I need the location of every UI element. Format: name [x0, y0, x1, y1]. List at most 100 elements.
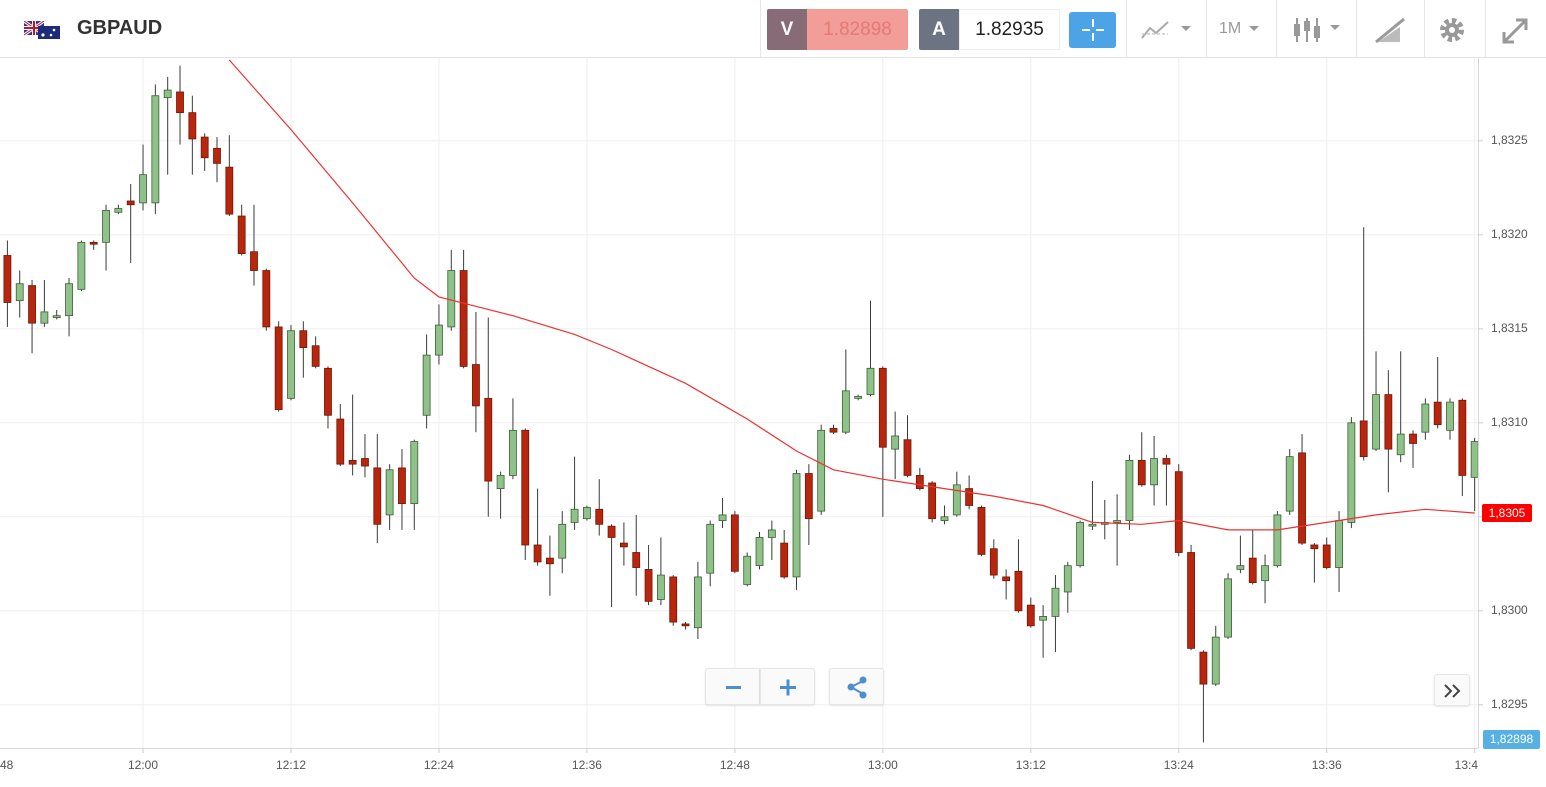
- x-tick-label: 12:48: [720, 758, 750, 772]
- candle-body: [878, 367, 887, 448]
- candle-body: [1076, 522, 1085, 567]
- buy-price[interactable]: 1.82935: [959, 9, 1060, 50]
- toolbar: GBPAUD V 1.82898 A 1.82935 1M: [0, 0, 1546, 58]
- candle-body: [126, 200, 135, 206]
- candle-body: [1273, 514, 1282, 567]
- candle-body: [496, 475, 505, 489]
- separator: [1424, 0, 1425, 58]
- candle-body: [1248, 557, 1257, 583]
- y-tick-label: 1,8295: [1491, 697, 1528, 711]
- candle-body: [1224, 578, 1232, 638]
- draw-tool-button[interactable]: [1374, 15, 1406, 45]
- crosshair-icon: [1081, 19, 1104, 41]
- candle-body: [1236, 565, 1245, 570]
- candle-body: [1063, 565, 1072, 593]
- zoom-in-button[interactable]: [760, 668, 815, 705]
- candle-body: [829, 428, 838, 433]
- candle-body: [1359, 420, 1368, 458]
- candle-body: [780, 542, 789, 578]
- candle-body: [730, 514, 739, 572]
- share-button[interactable]: [829, 668, 884, 705]
- candle-body: [915, 475, 924, 489]
- candle-body: [546, 557, 554, 565]
- candle-body: [706, 523, 715, 574]
- candle-body: [1409, 433, 1417, 444]
- flag-icon: [24, 21, 60, 39]
- x-tick-label: 48: [0, 758, 14, 772]
- candle-body: [718, 514, 727, 521]
- candle-body: [693, 576, 702, 629]
- settings-button[interactable]: [1438, 16, 1468, 46]
- x-tick-label: 12:00: [128, 758, 158, 772]
- buy-button[interactable]: A: [919, 9, 959, 50]
- moving-average-line: [228, 59, 1475, 531]
- chart-type-dropdown[interactable]: [1290, 15, 1346, 45]
- ma-price-tag: [1482, 504, 1532, 523]
- plot: [3, 59, 1478, 743]
- y-tick-label: 1,8315: [1491, 321, 1528, 335]
- candle-body: [15, 283, 24, 302]
- candle-body: [1174, 471, 1183, 553]
- separator: [1356, 0, 1357, 58]
- plus-icon: [780, 679, 796, 696]
- candle-body: [866, 367, 875, 396]
- crosshair-button[interactable]: [1069, 12, 1116, 48]
- candle-body: [274, 326, 283, 411]
- candle-body: [213, 147, 221, 164]
- candle-body: [361, 458, 369, 467]
- sell-button[interactable]: V: [767, 9, 807, 50]
- candle-body: [509, 429, 517, 476]
- separator: [1276, 0, 1277, 58]
- candle-body: [940, 516, 949, 521]
- y-tick-label: 1,8300: [1491, 603, 1528, 617]
- candle-body: [817, 429, 826, 512]
- minus-icon: [726, 686, 741, 689]
- candle-body: [804, 473, 813, 520]
- candle-body: [225, 166, 234, 215]
- zoom-out-button[interactable]: [705, 668, 760, 705]
- y-tick-label: 1,8320: [1491, 227, 1528, 241]
- sell-price[interactable]: 1.82898: [807, 9, 908, 50]
- candle-body: [398, 467, 406, 505]
- candle-body: [841, 390, 850, 433]
- timeframe-dropdown[interactable]: 1M: [1219, 20, 1242, 37]
- candle-body: [1088, 523, 1097, 527]
- candle-body: [385, 469, 394, 516]
- candle-body: [1396, 433, 1405, 456]
- chevron-icon: [1444, 684, 1461, 698]
- candle-body: [163, 89, 172, 98]
- candle-body: [422, 354, 431, 416]
- candle-body: [1137, 459, 1146, 486]
- candle-body: [1150, 458, 1158, 486]
- candle-body: [472, 364, 480, 407]
- candle-body: [570, 508, 579, 523]
- candle-body: [1211, 636, 1220, 685]
- candle-body: [952, 484, 961, 516]
- candle-body: [65, 283, 73, 317]
- fullscreen-button[interactable]: [1500, 16, 1530, 46]
- separator: [1206, 0, 1207, 58]
- candle-body: [743, 555, 752, 585]
- candle-body: [533, 544, 542, 563]
- candle-body: [1421, 403, 1430, 433]
- x-tick-label: 13:36: [1312, 758, 1342, 772]
- candle-body: [1014, 570, 1023, 612]
- separator: [1126, 0, 1127, 58]
- candle-body: [977, 506, 986, 555]
- scroll-to-end-button[interactable]: [1434, 674, 1470, 706]
- x-tick-label: 13:4: [1455, 758, 1479, 772]
- candle-body: [447, 270, 456, 328]
- candle-body: [891, 435, 900, 450]
- indicator-dropdown[interactable]: [1140, 18, 1195, 42]
- candle-body: [903, 439, 912, 476]
- candle-body: [410, 441, 419, 505]
- x-tick-label: 13:12: [1016, 758, 1046, 772]
- candle-body: [792, 473, 801, 578]
- separator: [1485, 0, 1486, 58]
- candle-body: [1470, 441, 1478, 478]
- candle-body: [755, 537, 764, 567]
- bid-price-tag: [1483, 730, 1540, 749]
- candle-body: [854, 396, 863, 399]
- candle-body: [521, 429, 530, 546]
- candle-body: [989, 548, 998, 576]
